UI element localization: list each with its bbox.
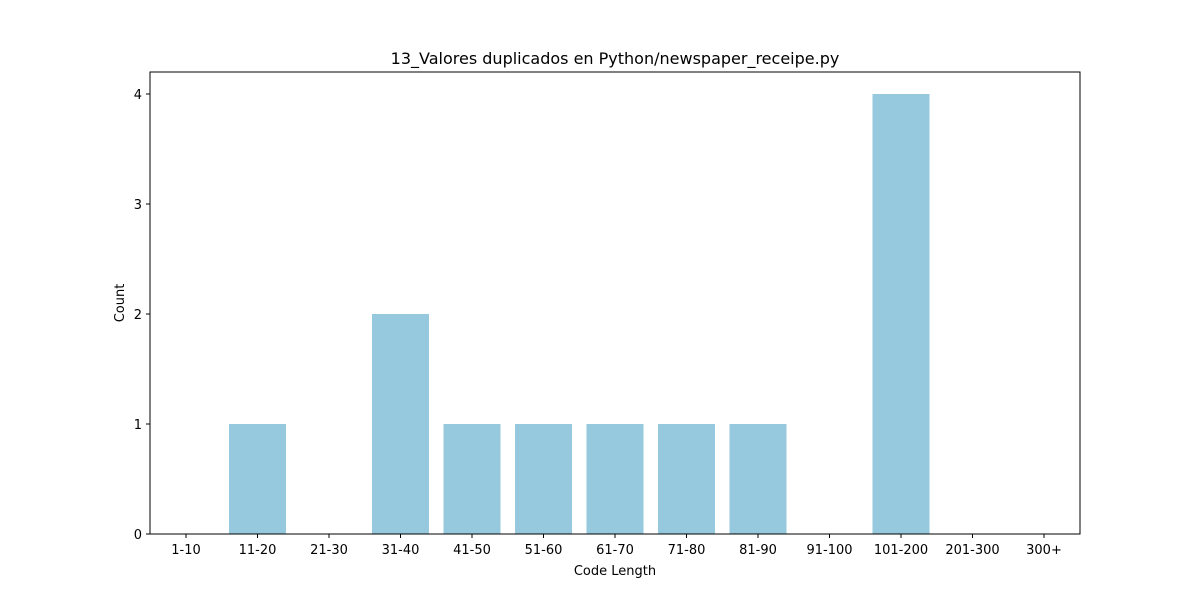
x-tick-label: 81-90 [739,543,777,558]
x-tick-label: 1-10 [171,543,201,558]
bar-101-200 [872,94,930,534]
x-tick-label: 101-200 [874,543,928,558]
y-tick-label: 2 [134,308,142,323]
x-axis-label: Code Length [574,564,656,579]
x-tick-label: 91-100 [806,543,852,558]
x-tick-label: 201-300 [945,543,999,558]
y-tick-label: 4 [134,88,142,103]
x-tick-label: 51-60 [525,543,563,558]
x-axis: 1-10 11-20 21-30 31-40 41-50 51-60 61-70 71-80 8… [171,534,1062,558]
y-axis: 0 1 2 3 4 [134,88,150,543]
bar-41-50 [443,424,501,534]
x-tick-label: 300+ [1026,543,1062,558]
y-tick-label: 1 [134,418,142,433]
x-tick-label: 11-20 [239,543,277,558]
x-tick-label: 21-30 [310,543,348,558]
y-tick-label: 3 [134,198,142,213]
chart-title: 13_Valores duplicados en Python/newspape… [391,49,840,69]
x-tick-label: 71-80 [668,543,706,558]
x-tick-label: 41-50 [453,543,491,558]
y-tick-label: 0 [134,528,142,543]
bar-51-60 [515,424,572,534]
bars-group [229,94,930,534]
y-axis-label: Count [113,284,128,323]
bar-71-80 [658,424,715,534]
x-tick-label: 31-40 [382,543,420,558]
bar-31-40 [372,314,429,534]
bar-11-20 [229,424,286,534]
x-tick-label: 61-70 [596,543,634,558]
bar-81-90 [729,424,787,534]
bar-61-70 [586,424,644,534]
